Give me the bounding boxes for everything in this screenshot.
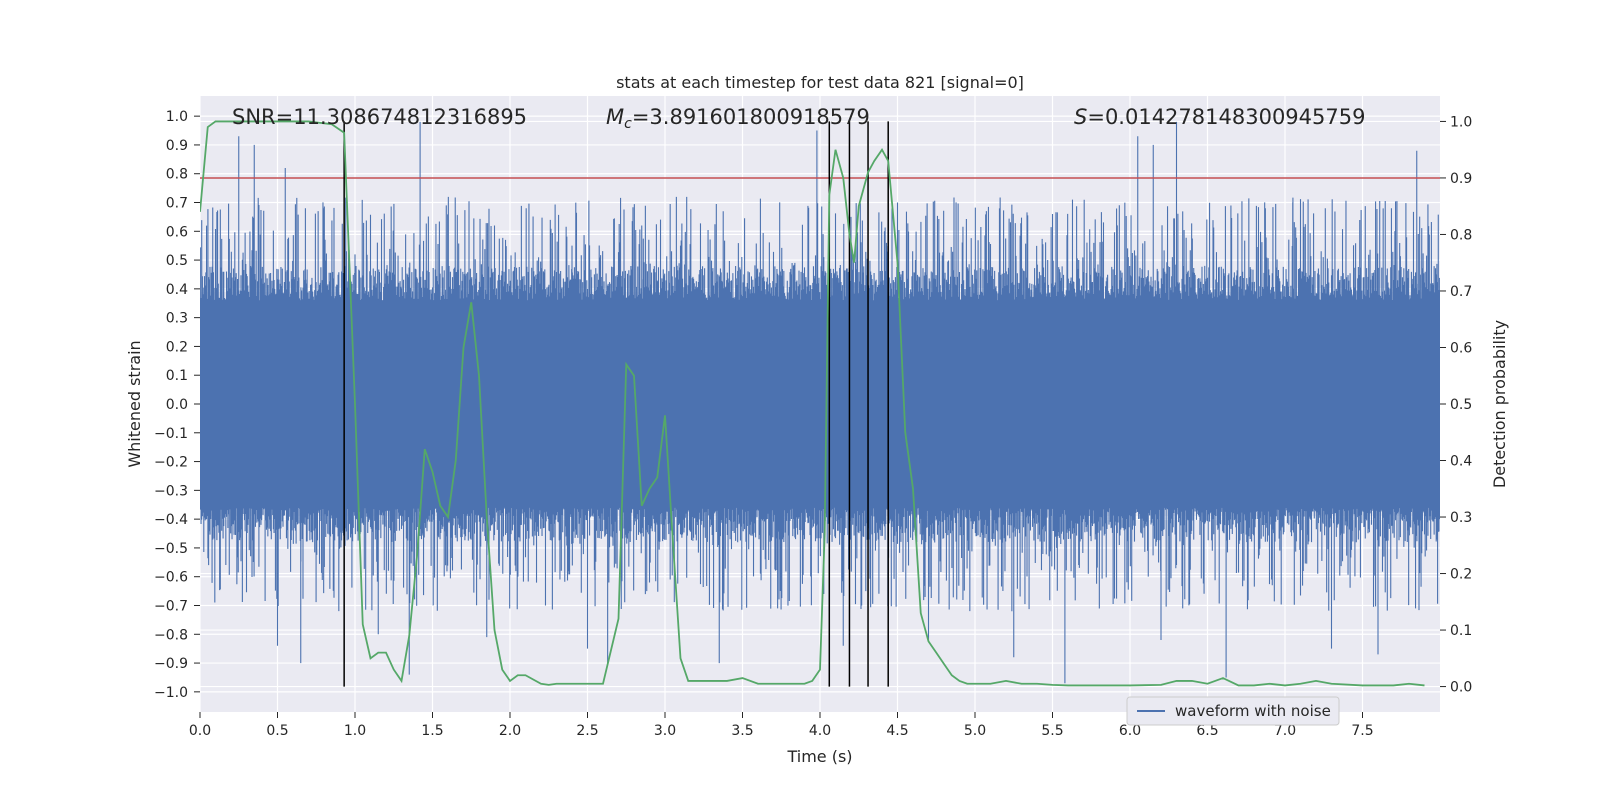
left-tick-label: 1.0	[166, 109, 188, 125]
x-tick-label: 5.5	[1041, 723, 1063, 739]
left-axis-label: Whitened strain	[125, 340, 144, 467]
left-tick-label: 0.4	[166, 282, 188, 298]
left-tick-label: 0.6	[166, 224, 188, 240]
x-tick-label: 5.0	[964, 723, 986, 739]
right-tick-label: 0.5	[1450, 397, 1472, 413]
mc-subscript: c	[624, 116, 632, 132]
s-annotation: S=0.014278148300945759	[1074, 105, 1365, 129]
waveform-series	[200, 121, 1440, 684]
chart-title: stats at each timestep for test data 821…	[616, 73, 1024, 92]
right-tick-label: 0.3	[1450, 510, 1472, 526]
s-value: =0.014278148300945759	[1087, 105, 1365, 129]
s-symbol: S	[1074, 105, 1087, 129]
left-tick-label: −0.3	[154, 483, 188, 499]
left-tick-label: −0.2	[154, 455, 188, 471]
chirp-mass-annotation: Mc=3.891601800918579	[606, 105, 870, 132]
x-tick-label: 2.5	[576, 723, 598, 739]
right-tick-label: 0.6	[1450, 340, 1472, 356]
left-tick-label: 0.2	[166, 339, 188, 355]
legend-label: waveform with noise	[1175, 702, 1331, 720]
x-tick-label: 6.5	[1196, 723, 1218, 739]
right-axis-ticks: 1.0 0.9 0.8 0.7 0.6 0.5 0.4 0.3 0.2 0.1 0.0	[1440, 114, 1472, 696]
snr-annotation: SNR=11.308674812316895	[232, 105, 527, 129]
x-tick-label: 4.0	[809, 723, 831, 739]
trigger-lines	[343, 121, 889, 687]
x-tick-label: 3.0	[654, 723, 676, 739]
legend-box	[1126, 696, 1340, 726]
x-tick-label: 7.0	[1274, 723, 1296, 739]
right-axis-label: Detection probability	[1490, 320, 1509, 488]
mc-value: =3.891601800918579	[632, 105, 870, 129]
left-tick-label: 0.8	[166, 167, 188, 183]
right-tick-label: 1.0	[1450, 114, 1472, 130]
left-axis-ticks: 1.0 0.9 0.8 0.7 0.6 0.5 0.4 0.3 0.2 0.1 0.0 −0.1 −0.…	[154, 109, 200, 701]
right-tick-label: 0.8	[1450, 227, 1472, 243]
x-tick-label: 7.5	[1351, 723, 1373, 739]
left-tick-label: 0.9	[166, 138, 188, 154]
right-tick-label: 0.0	[1450, 680, 1472, 696]
legend: waveform with noise	[1126, 696, 1340, 726]
left-tick-label: −0.8	[154, 627, 188, 643]
left-tick-label: −0.4	[154, 512, 188, 528]
x-axis-label: Time (s)	[786, 747, 852, 766]
x-tick-label: 2.0	[499, 723, 521, 739]
left-tick-label: 0.3	[166, 311, 188, 327]
right-tick-label: 0.4	[1450, 454, 1472, 470]
left-tick-label: 0.1	[166, 368, 188, 384]
right-tick-label: 0.1	[1450, 623, 1472, 639]
left-tick-label: −0.7	[154, 598, 188, 614]
left-tick-label: −0.9	[154, 656, 188, 672]
x-tick-label: 0.5	[266, 723, 288, 739]
right-tick-label: 0.2	[1450, 567, 1472, 583]
left-tick-label: −0.5	[154, 541, 188, 557]
x-tick-label: 3.5	[731, 723, 753, 739]
left-tick-label: −0.1	[154, 426, 188, 442]
probability-series	[200, 120, 1425, 687]
left-tick-label: −1.0	[154, 685, 188, 701]
x-tick-label: 1.0	[344, 723, 366, 739]
x-tick-label: 4.5	[886, 723, 908, 739]
x-tick-label: 0.0	[189, 723, 211, 739]
mc-symbol: M	[606, 105, 624, 129]
left-tick-label: 0.0	[166, 397, 188, 413]
waveform-core	[200, 300, 1440, 508]
left-tick-label: 0.5	[166, 253, 188, 269]
probability-line	[200, 120, 1425, 687]
right-tick-label: 0.9	[1450, 171, 1472, 187]
right-tick-label: 0.7	[1450, 284, 1472, 300]
x-tick-label: 6.0	[1119, 723, 1141, 739]
x-tick-label: 1.5	[421, 723, 443, 739]
left-tick-label: 0.7	[166, 196, 188, 212]
x-axis-ticks: 0.0 0.5 1.0 1.5 2.0 2.5 3.0 3.5 4.0 4.5 5.0 5.5 6.0 6…	[189, 712, 1374, 739]
left-tick-label: −0.6	[154, 570, 188, 586]
